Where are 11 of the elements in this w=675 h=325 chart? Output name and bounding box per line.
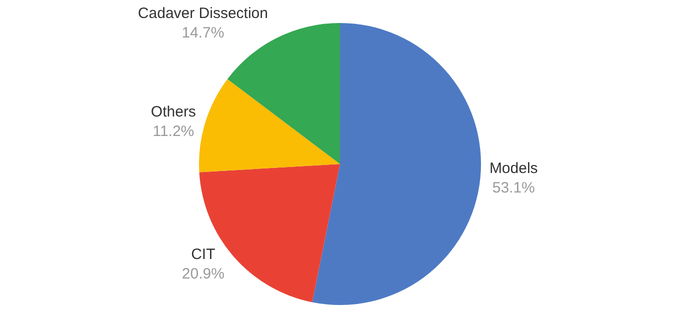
- data-label: 11.2%: [152, 122, 194, 140]
- pie-slice: [312, 23, 481, 305]
- slice-label: Others: [150, 103, 196, 120]
- pie-slice: [199, 79, 340, 172]
- slice-label: CIT: [191, 246, 216, 264]
- pie-slice: [227, 23, 340, 164]
- slice-label: Models: [489, 160, 538, 177]
- data-label: 53.1%: [492, 179, 535, 196]
- slice-label: Cadaver Dissection: [138, 4, 268, 22]
- data-label: 14.7%: [182, 24, 224, 42]
- data-label: 20.9%: [182, 266, 224, 283]
